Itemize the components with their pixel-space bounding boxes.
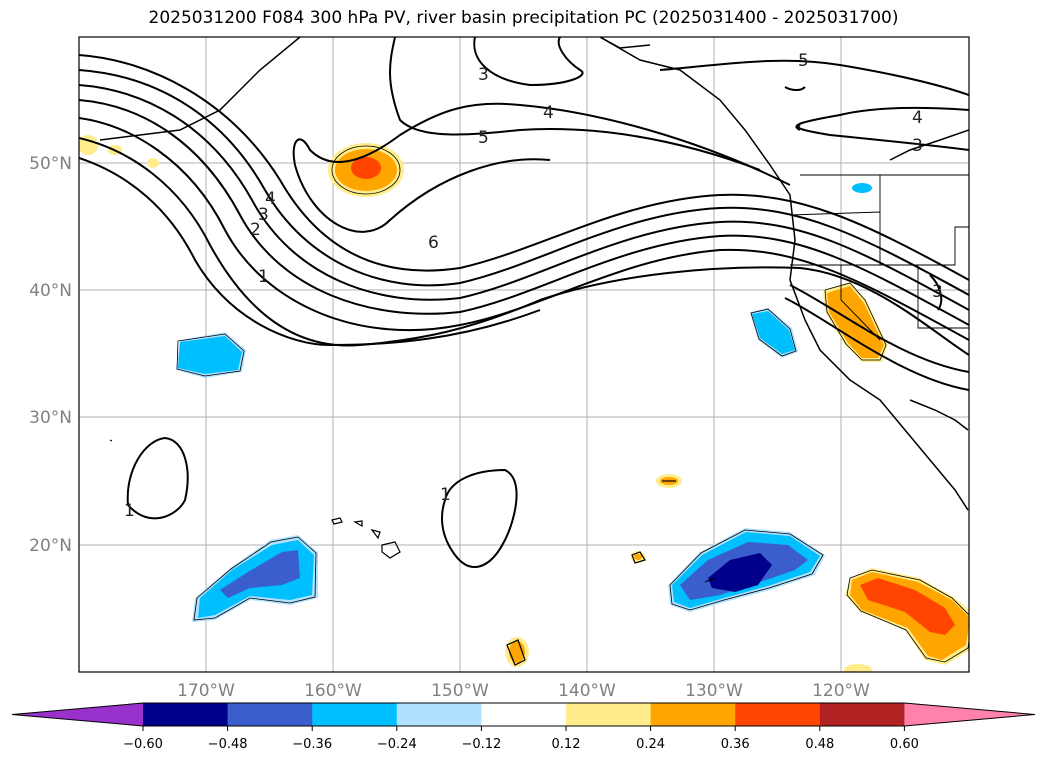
negative-anomaly-small [852,183,872,193]
colorbar-segment [819,703,905,726]
pv-label: 5 [478,128,489,148]
lon-label-140w: 140°W [558,681,616,701]
pv-label: 3 [258,205,269,225]
pv-label: 1 [440,485,451,505]
colorbar-segment [650,703,736,726]
pv-label: 3 [912,136,923,156]
lon-label-150w: 150°W [431,681,489,701]
colorbar-tick-label: 0.12 [552,737,581,752]
pv-label: 5 [798,51,809,71]
colorbar-extend-high [904,703,1035,726]
pv-label: 2 [250,220,261,240]
lon-label-120w: 120°W [812,681,870,701]
lat-label-30n: 30°N [29,408,72,428]
precip-anomalies [79,135,969,672]
pv-label: 4 [265,189,276,209]
colorbar-tick-label: −0.24 [377,737,417,752]
colorbar-segment [143,703,229,726]
lat-label-20n: 20°N [29,536,72,556]
colorbar-tick-label: −0.48 [208,737,248,752]
colorbar-tick-label: 0.24 [636,737,665,752]
pv-label: 3 [478,65,489,85]
colorbar-segment [396,703,482,726]
pv-label: 6 [428,233,439,253]
pv-label: 4 [543,103,554,123]
chart-title: 2025031200 F084 300 hPa PV, river basin … [148,8,899,28]
colorbar-tick-label: 0.48 [805,737,834,752]
lon-labels: 170°W 160°W 150°W 140°W 130°W 120°W [177,681,870,701]
pv-label: 1 [258,267,269,287]
colorbar-tick-label: −0.12 [461,737,501,752]
colorbar-segment [227,703,313,726]
lat-labels: 50°N 40°N 30°N 20°N [29,154,72,556]
anomaly-outlines [176,145,969,663]
pv-label: 4 [912,108,923,128]
positive-anomaly-small-4 [844,664,872,672]
colorbar: −0.60 −0.48 −0.36 −0.24 −0.12 0.12 0.24 0.36 0.4… [11,702,1036,752]
colorbar-tick-label: 0.36 [721,737,750,752]
lon-label-130w: 130°W [685,681,743,701]
pv-contours [79,37,969,568]
pv-label: 1 [124,501,135,521]
colorbar-tick-label: −0.36 [292,737,332,752]
colorbar-segment [481,703,567,726]
colorbar-segment [735,703,821,726]
lat-label-50n: 50°N [29,154,72,174]
islands [109,439,716,666]
lon-label-160w: 160°W [304,681,362,701]
lon-label-170w: 170°W [177,681,235,701]
pv-label: 3 [932,282,943,302]
lat-label-40n: 40°N [29,281,72,301]
colorbar-extend-low [12,703,143,726]
colorbar-segment [566,703,652,726]
map-frame [78,36,970,673]
colorbar-tick-label: 0.60 [890,737,919,752]
colorbar-segment [312,703,398,726]
colorbar-tick-label: −0.60 [123,737,163,752]
pv-contour-labels: 3 4 5 6 5 4 3 4 3 2 1 1 1 3 [124,51,943,521]
